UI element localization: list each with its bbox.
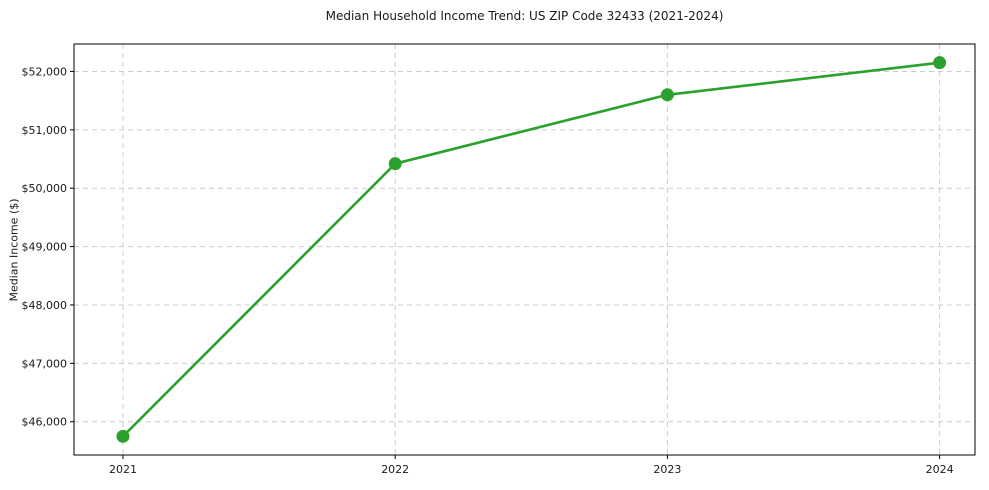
data-point-2024 xyxy=(933,56,947,70)
income-trend-line xyxy=(121,61,941,438)
data-point-2023 xyxy=(660,88,674,102)
x-tick-label: 2021 xyxy=(109,463,137,476)
chart-title: Median Household Income Trend: US ZIP Co… xyxy=(325,9,724,23)
x-tick-label: 2024 xyxy=(926,463,954,476)
plot-border xyxy=(73,43,976,456)
y-tick-label: $49,000 xyxy=(22,241,68,254)
y-tick-label: $47,000 xyxy=(22,357,68,370)
y-tick-label: $50,000 xyxy=(22,182,68,195)
y-tick-label: $48,000 xyxy=(22,299,68,312)
y-tick-label: $46,000 xyxy=(22,416,68,429)
x-tick-label: 2023 xyxy=(653,463,681,476)
x-tick-label: 2022 xyxy=(381,463,409,476)
y-tick-label: $52,000 xyxy=(22,65,68,78)
data-point-2021 xyxy=(116,429,130,443)
data-point-2022 xyxy=(388,157,402,171)
y-tick-label: $51,000 xyxy=(22,124,68,137)
